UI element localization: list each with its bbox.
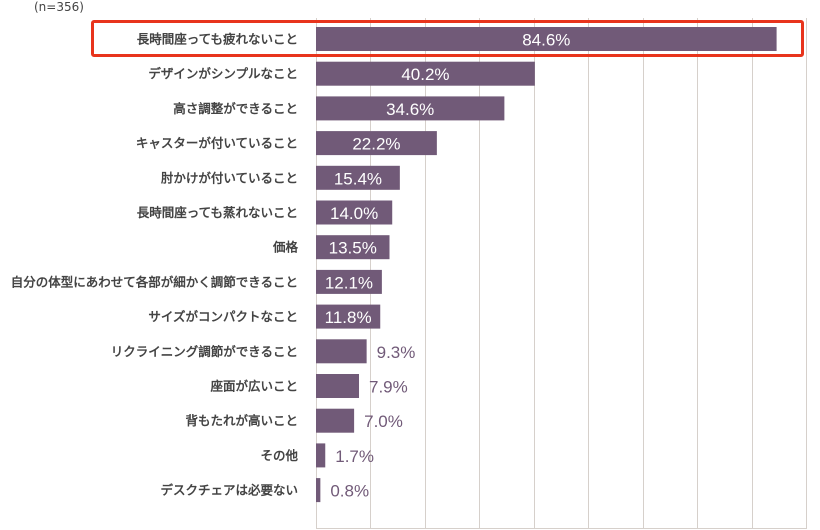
- bar: [316, 61, 535, 86]
- highlight-box: [91, 20, 804, 57]
- bar: [316, 165, 400, 190]
- value-label: 14.0%: [330, 204, 378, 223]
- bar: [316, 374, 360, 398]
- category-label: 肘かけが付いていること: [161, 170, 298, 185]
- bar: [316, 131, 437, 156]
- bar: [316, 269, 382, 294]
- bar: [316, 96, 505, 121]
- bar: [316, 408, 355, 433]
- value-label: 0.8%: [330, 482, 369, 501]
- category-label: 長時間座っても蒸れないこと: [137, 205, 298, 220]
- category-label: その他: [260, 448, 298, 463]
- bar: [316, 235, 390, 260]
- category-label: サイズがコンパクトなこと: [148, 309, 298, 324]
- value-label: 12.1%: [325, 273, 373, 292]
- value-label: 11.8%: [325, 308, 372, 327]
- value-label: 1.7%: [335, 447, 374, 466]
- bar: [316, 304, 381, 329]
- bar: [316, 200, 393, 225]
- value-label: 9.3%: [377, 343, 416, 362]
- value-label: 15.4%: [334, 169, 382, 188]
- value-label: 13.5%: [329, 239, 377, 258]
- category-label: 高さ調整ができること: [173, 101, 298, 116]
- category-label: キャスターが付いていること: [136, 136, 298, 151]
- sample-size-note: (n=356): [34, 0, 84, 14]
- value-label: 40.2%: [401, 65, 449, 84]
- category-label: 価格: [272, 240, 299, 255]
- category-label: 自分の体型にあわせて各部が細かく調節できること: [11, 274, 298, 289]
- value-label: 7.0%: [364, 412, 403, 431]
- category-label: 長時間座っても疲れないこと: [137, 32, 298, 47]
- category-label: デザインがシンプルなこと: [148, 66, 298, 81]
- value-label: 34.6%: [386, 100, 434, 119]
- bar: [316, 27, 777, 51]
- value-label: 7.9%: [369, 378, 408, 397]
- bar: [316, 339, 367, 364]
- bar: [316, 478, 321, 503]
- value-label: 22.2%: [352, 135, 400, 154]
- category-label: リクライニング調節ができること: [111, 344, 298, 359]
- bar: [316, 443, 326, 468]
- value-label: 84.6%: [522, 31, 570, 50]
- category-label: 座面が広いこと: [209, 379, 298, 394]
- category-label: 背もたれが高いこと: [185, 413, 298, 428]
- category-label: デスクチェアは必要ない: [160, 483, 298, 498]
